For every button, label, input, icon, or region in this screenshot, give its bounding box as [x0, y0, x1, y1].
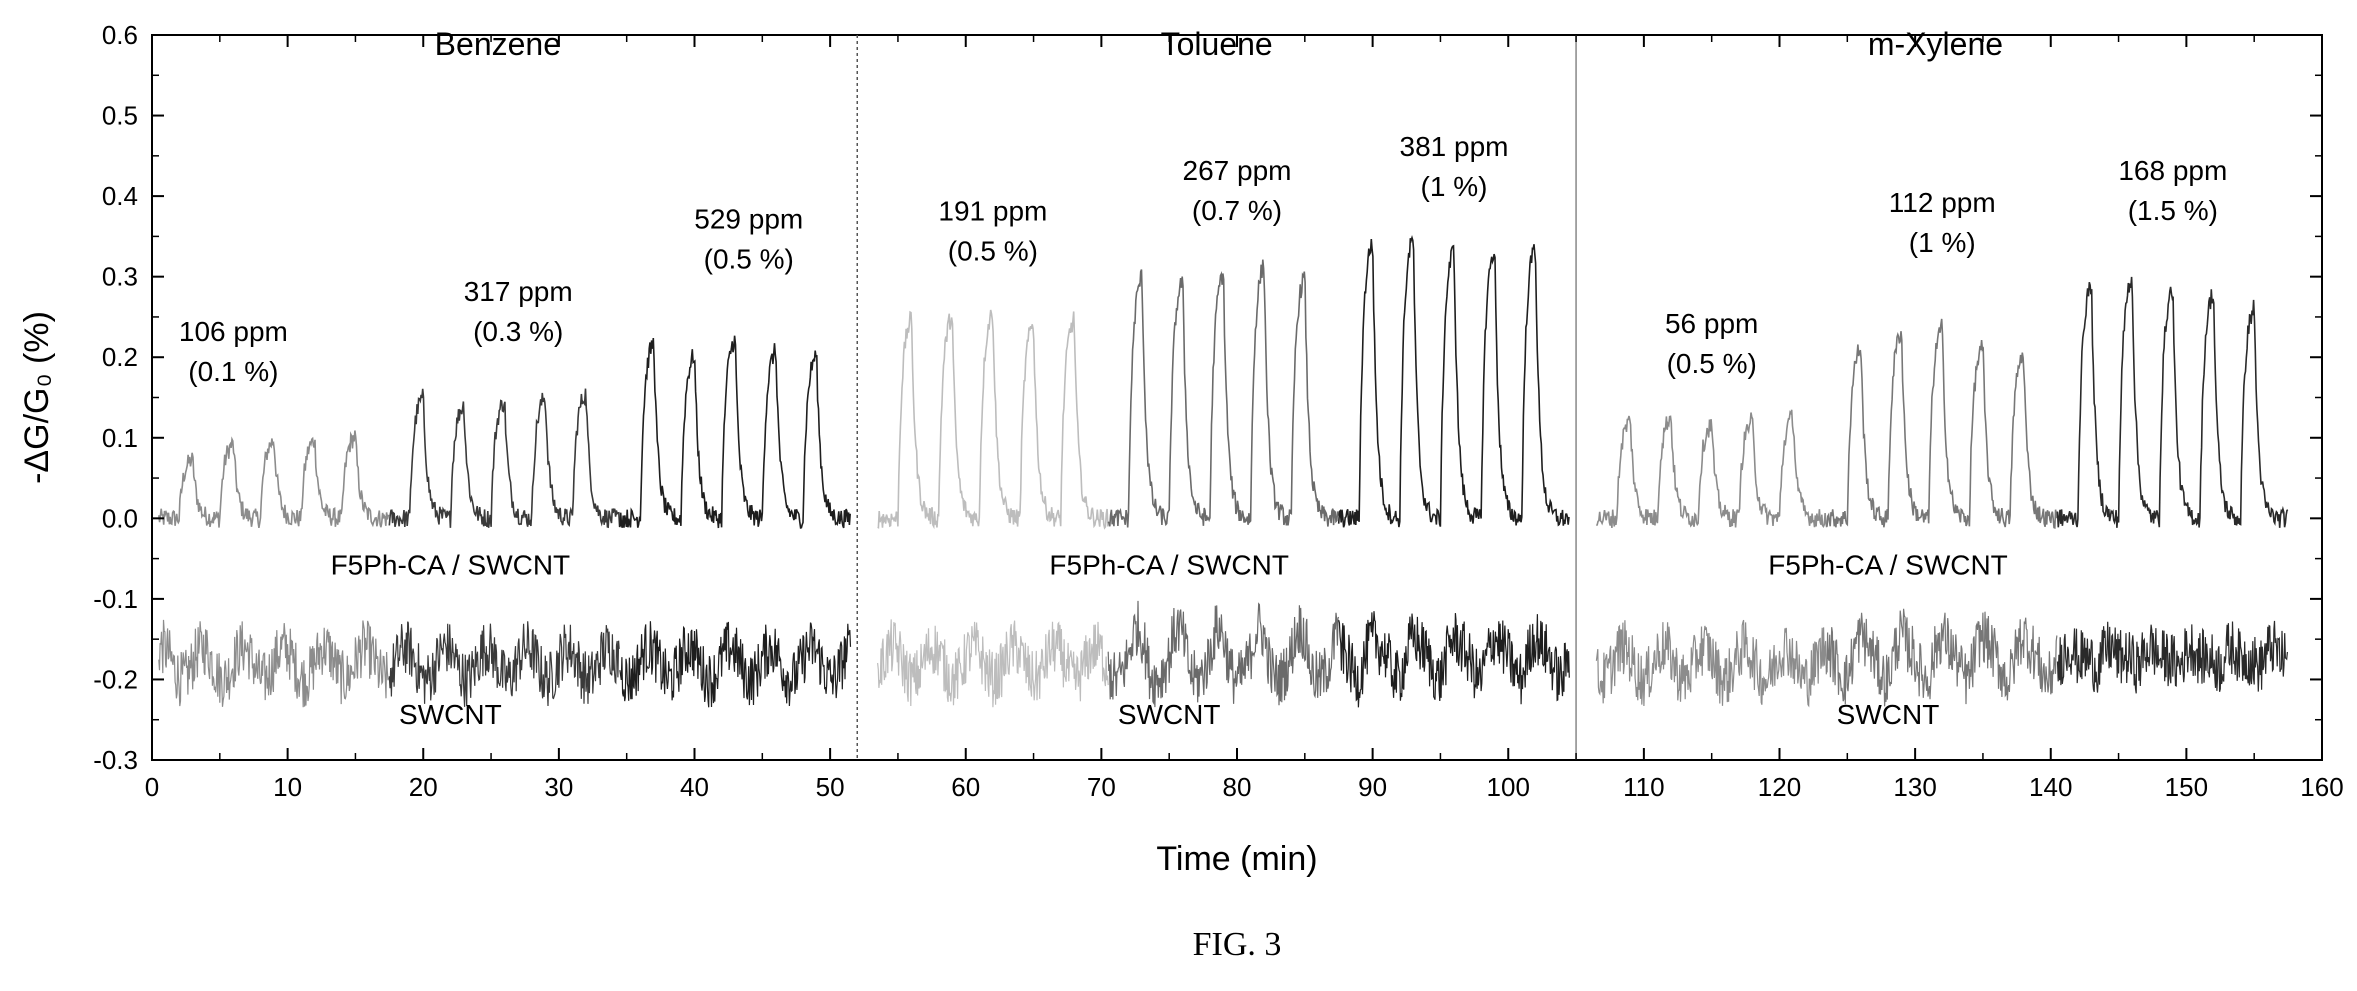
x-tick-label: 10 [273, 772, 302, 802]
panel-title: Toluene [1161, 26, 1273, 62]
control-label: SWCNT [1837, 699, 1940, 730]
sensor-series-line [1337, 234, 1570, 528]
control-series-line [158, 619, 390, 708]
x-tick-label: 110 [1623, 772, 1664, 802]
x-tick-label: 50 [816, 772, 845, 802]
concentration-label: 381 ppm [1400, 131, 1509, 162]
control-series-line [1107, 600, 1340, 708]
percent-label: (1.5 %) [2128, 195, 2218, 226]
y-tick-label: 0.6 [102, 20, 138, 50]
x-tick-label: 80 [1223, 772, 1252, 802]
y-tick-label: 0.3 [102, 262, 138, 292]
concentration-label: 106 ppm [179, 316, 288, 347]
sensor-label: F5Ph-CA / SWCNT [1768, 550, 2008, 581]
concentration-label: 317 ppm [464, 276, 573, 307]
concentration-label: 112 ppm [1889, 187, 1996, 218]
sensor-label: F5Ph-CA / SWCNT [331, 550, 571, 581]
concentration-label: 267 ppm [1183, 155, 1292, 186]
x-tick-label: 160 [2300, 772, 2343, 802]
y-tick-label: 0.1 [102, 423, 138, 453]
percent-label: (0.5 %) [1667, 348, 1757, 379]
percent-label: (0.5 %) [704, 243, 794, 274]
panel-title: m-Xylene [1868, 26, 2003, 62]
percent-label: (0.5 %) [948, 235, 1038, 266]
control-series-line [2056, 620, 2288, 694]
concentration-label: 168 ppm [2118, 155, 2227, 186]
x-axis-label: Time (min) [1156, 840, 1317, 878]
concentration-label: 191 ppm [938, 195, 1047, 226]
sensor-series-line [388, 388, 621, 529]
sensor-series-line [1107, 259, 1340, 528]
x-tick-label: 20 [409, 772, 438, 802]
x-tick-label: 120 [1758, 772, 1801, 802]
sensor-series-line [1595, 409, 1828, 529]
panel-dividers [856, 35, 1577, 760]
figure-caption: FIG. 3 [1193, 926, 1282, 963]
x-tick-label: 0 [145, 772, 159, 802]
x-tick-label: 100 [1487, 772, 1530, 802]
percent-label: (0.7 %) [1192, 195, 1282, 226]
percent-label: (0.1 %) [188, 356, 278, 387]
x-tick-label: 40 [680, 772, 709, 802]
sensor-series-line [2056, 276, 2289, 528]
concentration-label: 529 ppm [694, 203, 803, 234]
y-tick-label: -0.3 [93, 745, 138, 775]
control-series-line [1338, 611, 1570, 708]
control-series-line [619, 621, 852, 708]
concentration-label: 56 ppm [1665, 308, 1758, 339]
percent-label: (1 %) [1421, 171, 1488, 202]
y-tick-label: 0.4 [102, 181, 138, 211]
control-series-line [877, 619, 1109, 708]
y-tick-label: -0.2 [93, 664, 138, 694]
percent-label: (1 %) [1909, 227, 1976, 258]
percent-label: (0.3 %) [473, 316, 563, 347]
sensor-series-line [619, 335, 851, 529]
x-tick-label: 150 [2165, 772, 2208, 802]
y-tick-label: 0.0 [102, 503, 138, 533]
x-tick-label: 60 [951, 772, 980, 802]
control-series-line [1826, 608, 2058, 707]
sensor-series-line [158, 430, 390, 529]
sensor-series-line [1826, 318, 2059, 530]
x-tick-label: 70 [1087, 772, 1116, 802]
x-tick-label: 90 [1358, 772, 1387, 802]
x-tick-label: 140 [2029, 772, 2072, 802]
panel-title: Benzene [435, 26, 561, 62]
annotations: Benzene F5Ph-CA / SWCNT SWCNT 106 ppm (0.1 %… [179, 26, 2227, 730]
control-traces [158, 600, 2288, 708]
y-tick-label: 0.2 [102, 342, 138, 372]
x-tick-label: 30 [544, 772, 573, 802]
control-series-line [1595, 619, 1828, 708]
y-axis-label: -ΔG/G₀ (%) [18, 311, 56, 484]
y-tick-label: 0.5 [102, 101, 138, 131]
control-series-line [388, 621, 620, 707]
axis-ticks: 0 10 20 30 40 50 60 70 80 90 100 110 120 130 140 150 160… [93, 20, 2344, 802]
sensor-label: F5Ph-CA / SWCNT [1049, 550, 1289, 581]
y-tick-label: -0.1 [93, 584, 138, 614]
sensor-series-line [877, 309, 1109, 530]
sensor-traces [158, 234, 2289, 530]
control-label: SWCNT [1118, 699, 1221, 730]
control-label: SWCNT [399, 699, 502, 730]
x-tick-label: 130 [1893, 772, 1936, 802]
